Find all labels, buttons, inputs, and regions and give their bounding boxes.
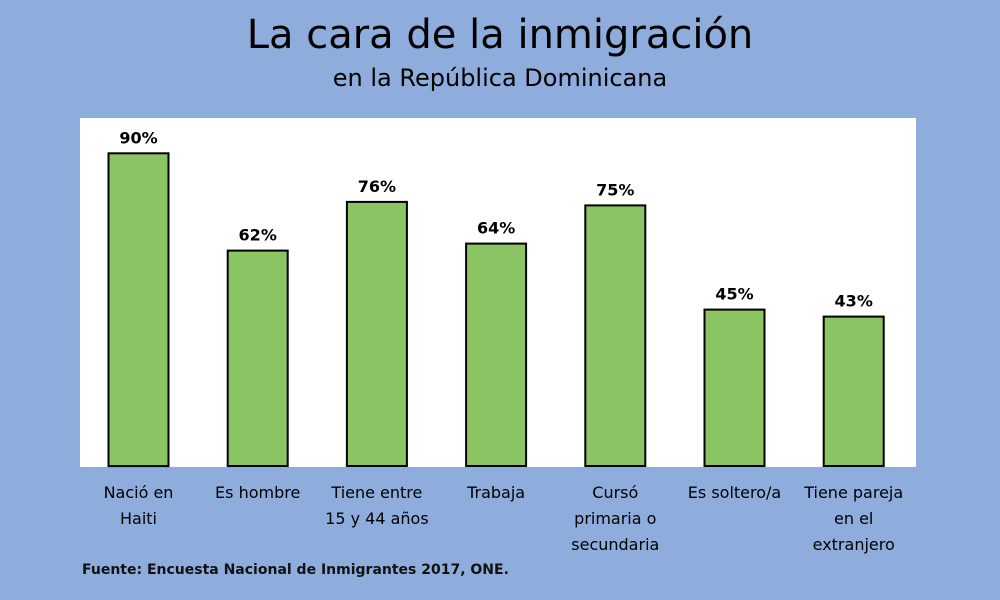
category-label-line: primaria o: [574, 509, 656, 528]
category-label-line: extranjero: [813, 535, 895, 554]
source-note: Fuente: Encuesta Nacional de Inmigrantes…: [82, 562, 509, 578]
bar: [345, 200, 408, 467]
category-label: Cursó primaria o secundaria: [571, 483, 659, 554]
chart-title: La cara de la inmigración: [246, 12, 754, 58]
category-label: Tiene pareja en el extranjero: [803, 483, 903, 554]
category-label-line: Haiti: [120, 509, 157, 528]
category-label-line: secundaria: [571, 535, 659, 554]
bar: [822, 315, 885, 467]
data-label: 64%: [477, 219, 515, 238]
category-label: Trabaja: [466, 483, 525, 502]
category-label-line: en el: [834, 509, 873, 528]
category-label-line: Es soltero/a: [688, 483, 781, 502]
category-label: Es soltero/a: [688, 483, 781, 502]
category-label-line: 15 y 44 años: [325, 509, 429, 528]
bar: [226, 249, 289, 467]
data-label: 62%: [239, 226, 277, 245]
category-label: Nació en Haiti: [104, 483, 174, 528]
data-label: 45%: [715, 285, 753, 304]
category-label: Tiene entre 15 y 44 años: [325, 483, 429, 528]
category-label-line: Es hombre: [215, 483, 300, 502]
category-label-line: Nació en: [104, 483, 174, 502]
category-label: Es hombre: [215, 483, 300, 502]
data-label: 43%: [835, 292, 873, 311]
category-label-line: Tiene entre: [330, 483, 422, 502]
data-label: 75%: [596, 180, 634, 199]
category-label-line: Tiene pareja: [803, 483, 903, 502]
bar: [465, 242, 528, 467]
category-label-line: Cursó: [592, 483, 638, 502]
bar: [584, 204, 647, 467]
bar: [703, 308, 766, 467]
chart-subtitle: en la República Dominicana: [332, 64, 668, 92]
data-label: 76%: [358, 177, 396, 196]
category-label-line: Trabaja: [466, 483, 525, 502]
category-labels-layer: Nació en Haiti Es hombre Tiene entre 15 y 44…: [104, 483, 904, 554]
bar: [107, 152, 170, 468]
bars-layer: [107, 152, 885, 468]
labels-layer: 90% 62% 76% 64% 75% 45% 43%: [119, 128, 872, 310]
data-label: 90%: [119, 128, 157, 147]
